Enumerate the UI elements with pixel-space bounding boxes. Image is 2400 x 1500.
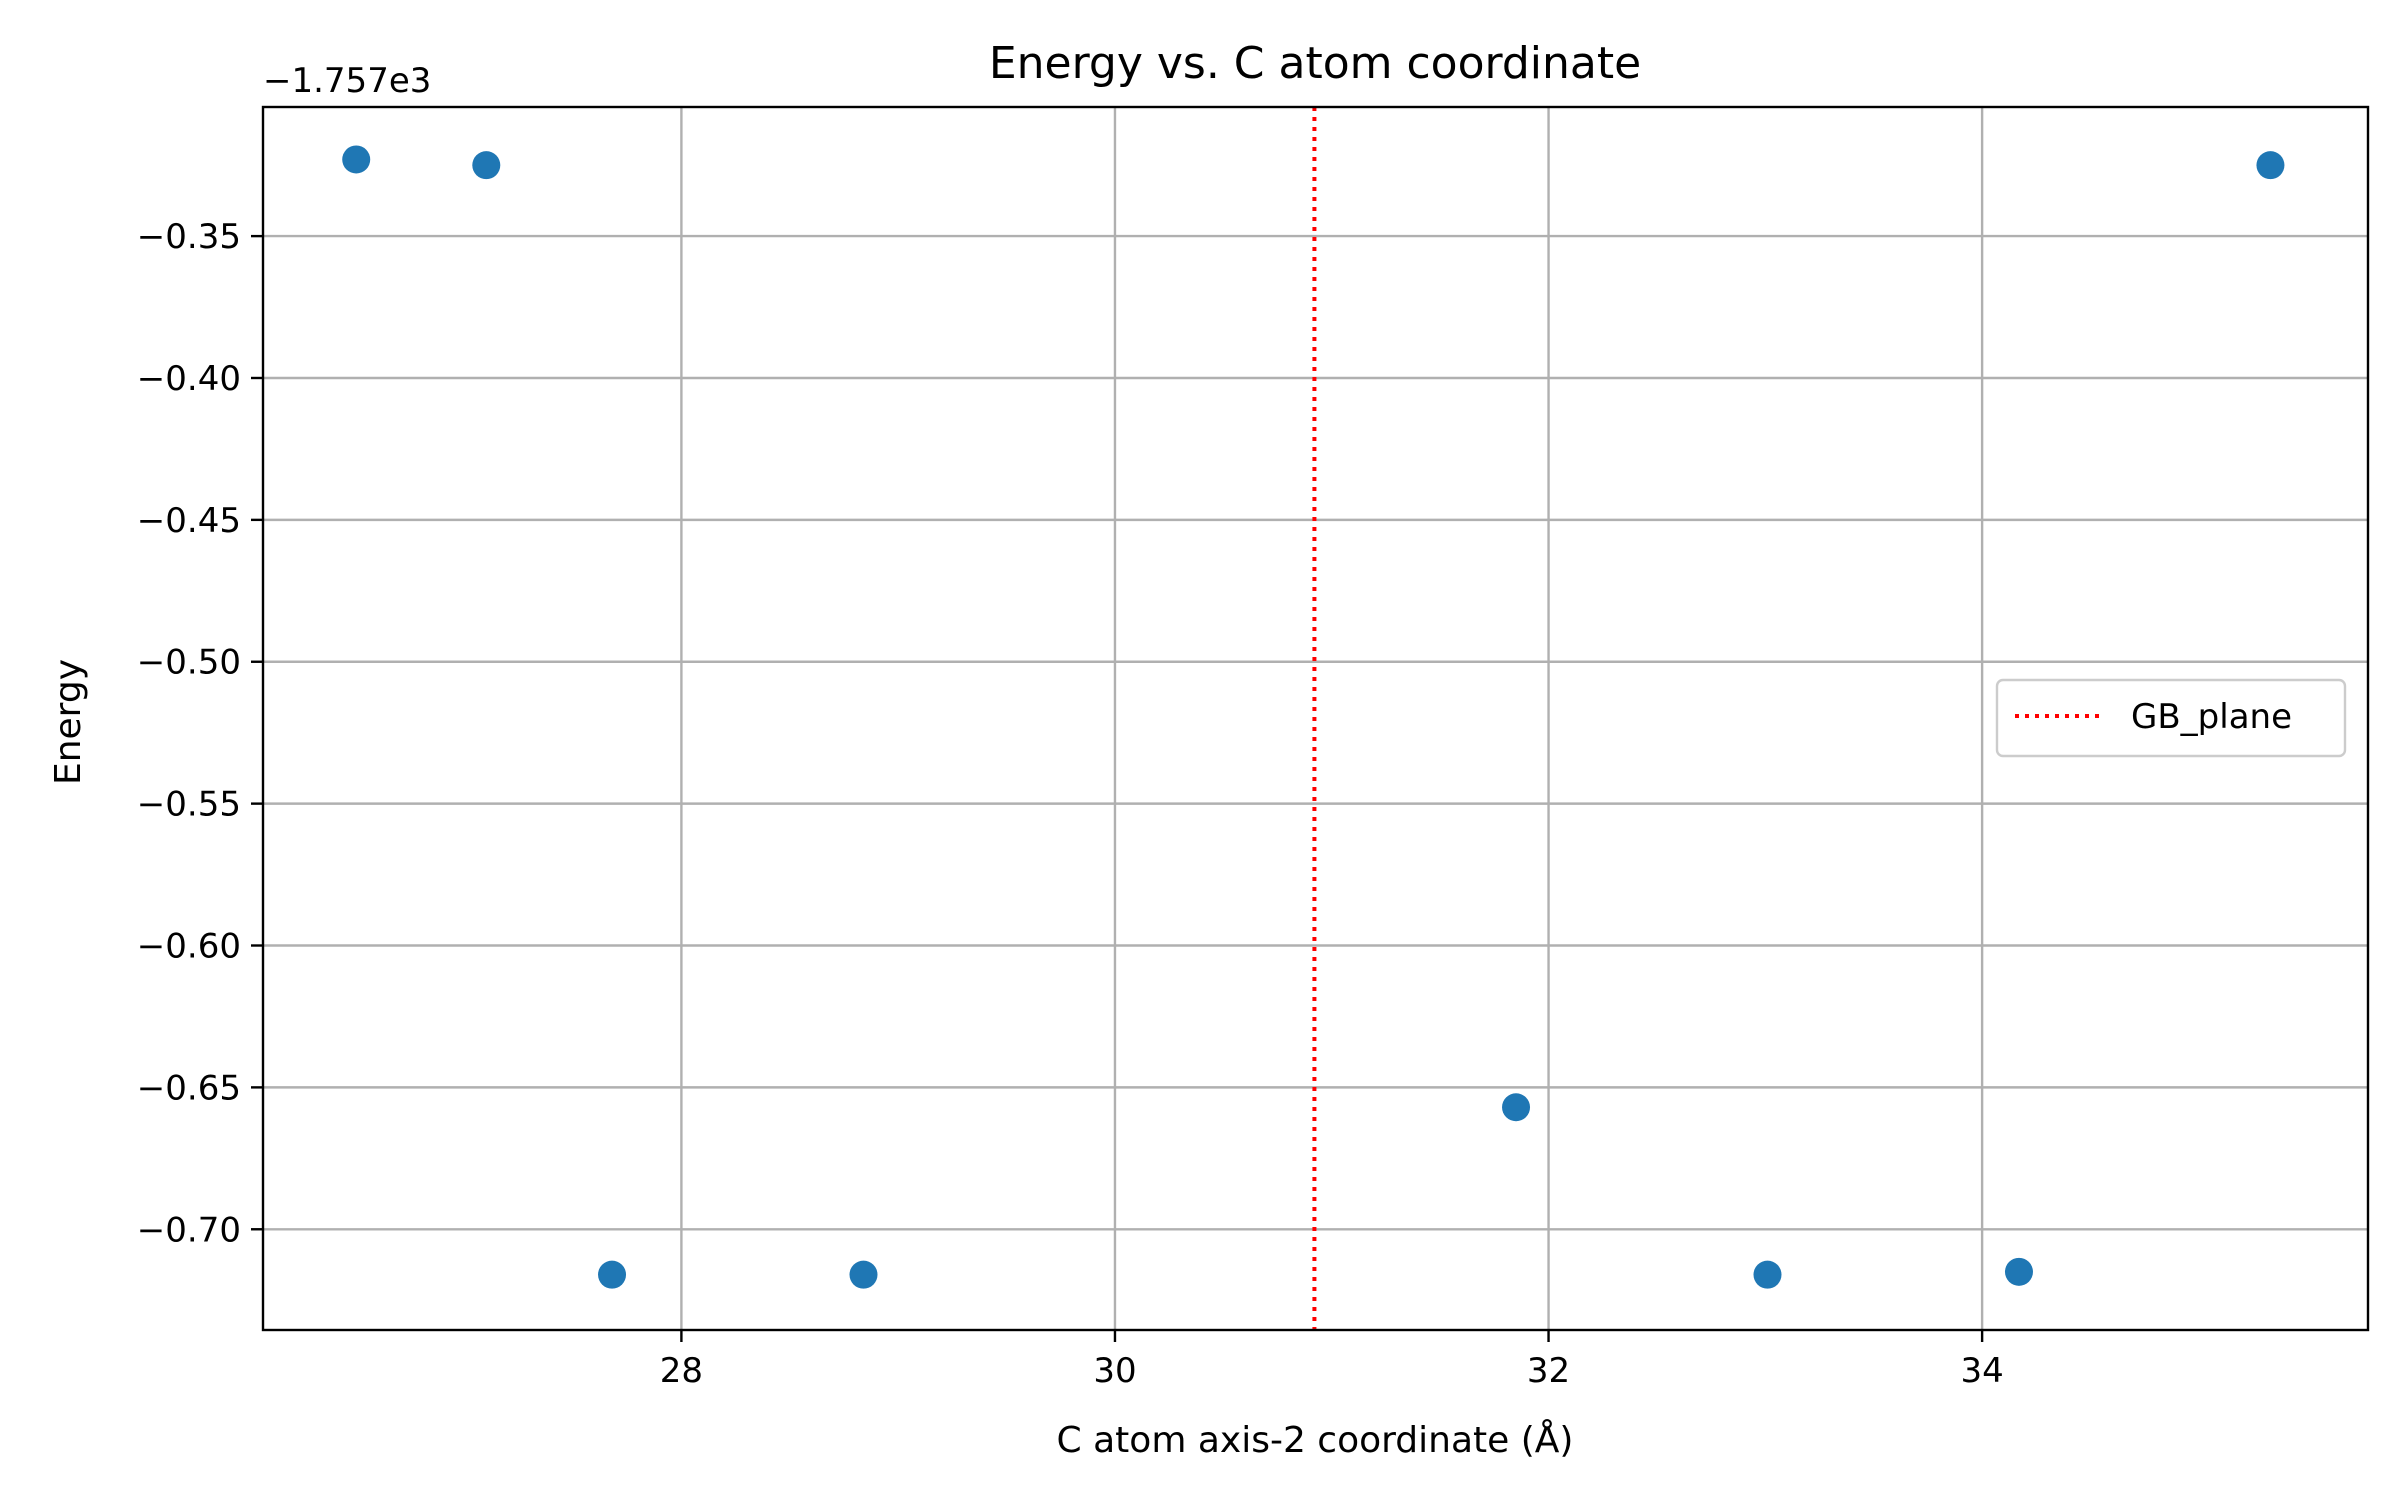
y-tick-label: −0.60 — [137, 927, 241, 967]
data-point — [342, 145, 371, 174]
y-tick-label: −0.50 — [137, 643, 241, 683]
y-axis-label: Energy — [48, 659, 89, 785]
data-point — [2004, 1257, 2033, 1286]
x-tick-label: 32 — [1527, 1351, 1570, 1391]
plot-frame — [261, 105, 2370, 1332]
y-axis-ticks: −0.35 −0.40 −0.45 −0.50 −0.55 −0.60 −0.65 −0.70 — [137, 217, 263, 1250]
x-axis-label: C atom axis-2 coordinate (Å) — [1057, 1418, 1574, 1461]
y-tick-label: −0.40 — [137, 359, 241, 399]
x-tick-label: 30 — [1093, 1351, 1136, 1391]
data-point — [2256, 151, 2285, 180]
data-point — [472, 151, 501, 180]
data-point — [849, 1260, 878, 1289]
chart-title: Energy vs. C atom coordinate — [989, 38, 1641, 89]
y-tick-label: −0.55 — [137, 785, 241, 825]
data-point — [598, 1260, 627, 1289]
y-tick-label: −0.70 — [137, 1210, 241, 1250]
x-tick-label: 34 — [1960, 1351, 2003, 1391]
legend-box — [1995, 678, 2347, 758]
y-tick-label: −0.65 — [137, 1068, 241, 1108]
y-axis-offset-label: −1.757e3 — [263, 61, 431, 101]
y-tick-label: −0.45 — [137, 501, 241, 541]
legend-gb-plane-label: GB_plane — [2131, 697, 2292, 737]
legend: GB_plane — [1995, 678, 2347, 758]
y-tick-label: −0.35 — [137, 217, 241, 257]
x-tick-label: 28 — [660, 1351, 703, 1391]
data-point — [1502, 1093, 1531, 1122]
x-axis-ticks: 28 30 32 34 — [660, 1330, 2004, 1391]
data-points — [342, 145, 2285, 1289]
data-point — [1753, 1260, 1782, 1289]
